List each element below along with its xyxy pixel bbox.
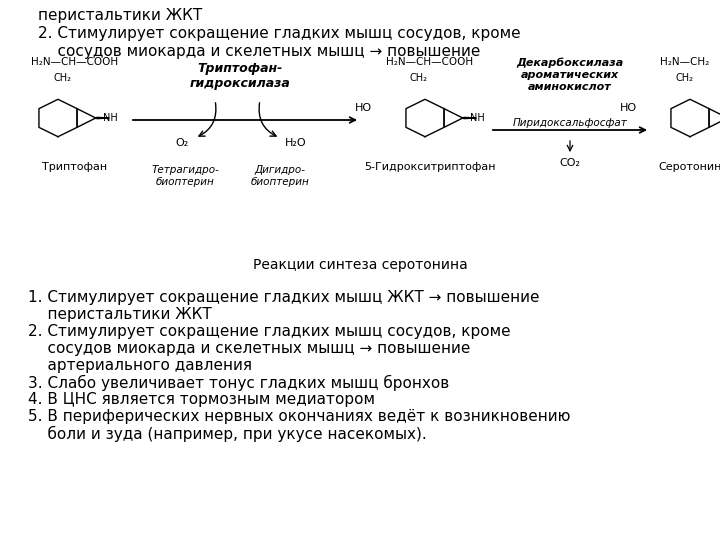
Text: артериального давления: артериального давления — [28, 358, 252, 373]
Text: 5-Гидрокситриптофан: 5-Гидрокситриптофан — [364, 162, 496, 172]
Text: 3. Слабо увеличивает тонус гладких мышц бронхов: 3. Слабо увеличивает тонус гладких мышц … — [28, 375, 449, 391]
Text: Пиридоксальфосфат: Пиридоксальфосфат — [513, 118, 627, 128]
Text: перистальтики ЖКТ: перистальтики ЖКТ — [38, 8, 202, 23]
Text: H₂N—CH—COOH: H₂N—CH—COOH — [32, 57, 119, 67]
Text: сосудов миокарда и скелетных мышц → повышение: сосудов миокарда и скелетных мышц → повы… — [28, 341, 470, 356]
Text: H₂N—CH₂: H₂N—CH₂ — [660, 57, 710, 67]
Text: NH: NH — [103, 113, 118, 123]
Text: 4. В ЦНС является тормозным медиатором: 4. В ЦНС является тормозным медиатором — [28, 392, 375, 407]
Text: перистальтики ЖКТ: перистальтики ЖКТ — [28, 307, 212, 322]
Text: 2. Стимулирует сокращение гладких мышц сосудов, кроме: 2. Стимулирует сокращение гладких мышц с… — [38, 26, 521, 41]
Text: Дигидро-
биоптерин: Дигидро- биоптерин — [251, 165, 310, 187]
Text: боли и зуда (например, при укусе насекомых).: боли и зуда (например, при укусе насеком… — [28, 426, 427, 442]
Text: H₂N—CH—COOH: H₂N—CH—COOH — [387, 57, 474, 67]
Text: CH₂: CH₂ — [54, 73, 72, 83]
Text: Декарбоксилаза
ароматических
аминокислот: Декарбоксилаза ароматических аминокислот — [516, 58, 624, 92]
Text: Реакции синтеза серотонина: Реакции синтеза серотонина — [253, 258, 467, 272]
Text: CH₂: CH₂ — [676, 73, 694, 83]
Text: Тетрагидро-
биоптерин: Тетрагидро- биоптерин — [151, 165, 219, 187]
Text: CO₂: CO₂ — [559, 158, 580, 168]
Text: Серотонин: Серотонин — [658, 162, 720, 172]
Text: 2. Стимулирует сокращение гладких мышц сосудов, кроме: 2. Стимулирует сокращение гладких мышц с… — [28, 324, 510, 339]
Text: HO: HO — [355, 103, 372, 113]
Text: Триптофан-
гидроксилаза: Триптофан- гидроксилаза — [189, 62, 290, 90]
Text: H₂O: H₂O — [285, 138, 307, 148]
Text: сосудов миокарда и скелетных мышц → повышение: сосудов миокарда и скелетных мышц → повы… — [38, 44, 480, 59]
Text: 1. Стимулирует сокращение гладких мышц ЖКТ → повышение: 1. Стимулирует сокращение гладких мышц Ж… — [28, 290, 539, 305]
Text: 5. В периферических нервных окончаниях ведёт к возникновению: 5. В периферических нервных окончаниях в… — [28, 409, 570, 424]
Text: NH: NH — [470, 113, 485, 123]
Text: CH₂: CH₂ — [409, 73, 427, 83]
Text: O₂: O₂ — [176, 138, 189, 148]
Text: Триптофан: Триптофан — [42, 162, 107, 172]
Text: HO: HO — [620, 103, 637, 113]
